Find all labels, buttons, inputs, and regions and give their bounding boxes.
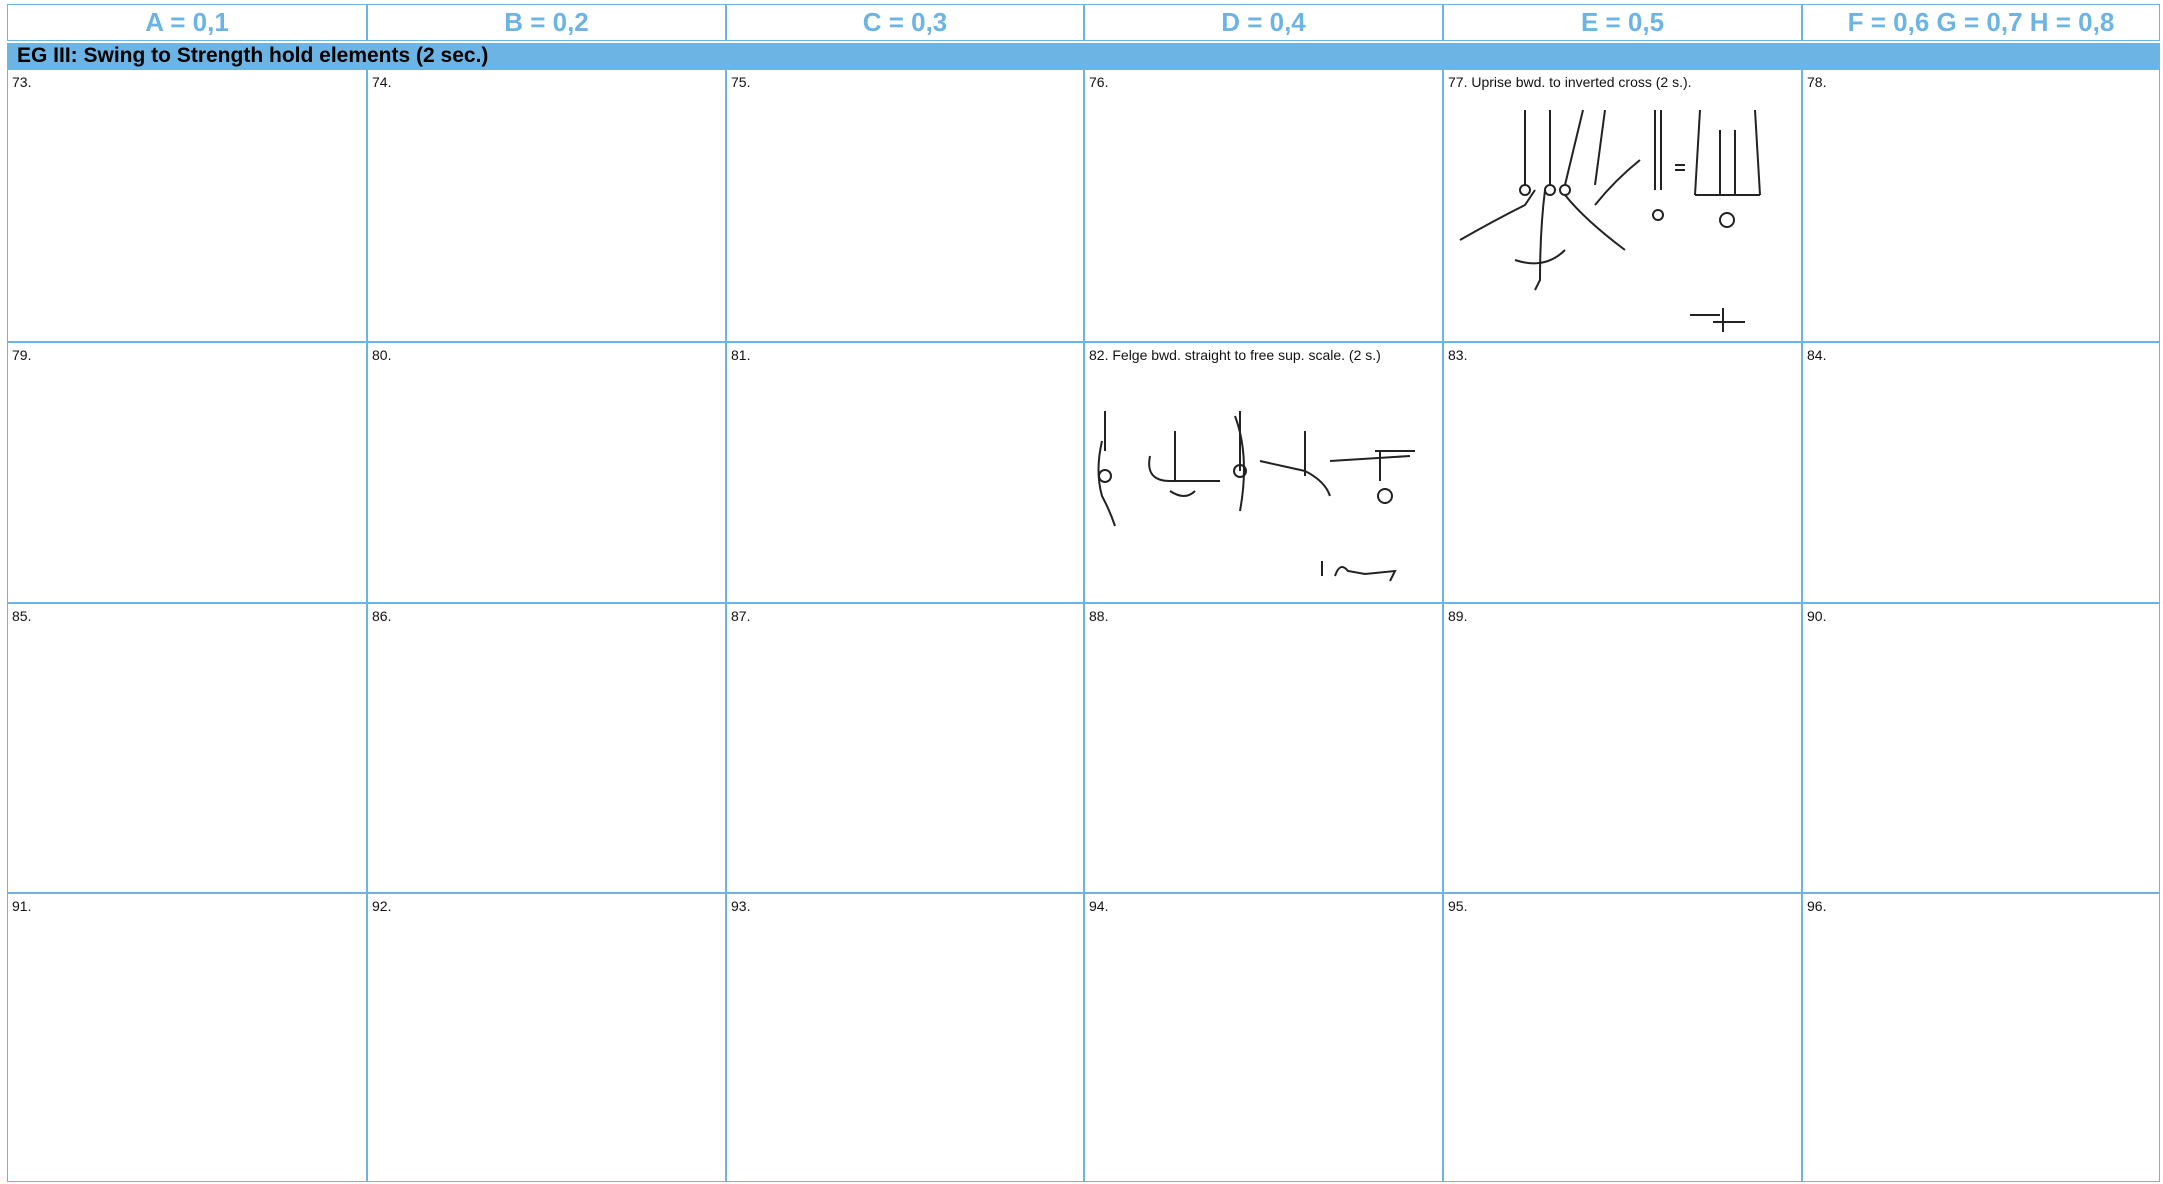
element-cell: 86.: [367, 603, 726, 893]
column-header: E = 0,5: [1443, 4, 1802, 41]
element-cell: 93.: [726, 893, 1084, 1182]
element-cell: 85.: [7, 603, 367, 893]
column-header: D = 0,4: [1084, 4, 1443, 41]
element-cell: 92.: [367, 893, 726, 1182]
element-cell: 75.: [726, 69, 1084, 342]
column-header: A = 0,1: [7, 4, 367, 41]
element-cell: 95.: [1443, 893, 1802, 1182]
element-cell: 94.: [1084, 893, 1443, 1182]
section-title: EG III: Swing to Strength hold elements …: [7, 43, 2160, 69]
element-cell: 96.: [1802, 893, 2160, 1182]
column-header: B = 0,2: [367, 4, 726, 41]
element-cell: 84.: [1802, 342, 2160, 603]
drawing-felge: [1097, 411, 1415, 582]
element-cell: 78.: [1802, 69, 2160, 342]
element-cell: 83.: [1443, 342, 1802, 603]
element-cell: 73.: [7, 69, 367, 342]
drawing-uprise: [1459, 110, 1761, 332]
element-cell: 76.: [1084, 69, 1443, 342]
column-header: C = 0,3: [726, 4, 1084, 41]
element-cell: 77. Uprise bwd. to inverted cross (2 s.)…: [1443, 69, 1802, 342]
element-cell: 74.: [367, 69, 726, 342]
column-header: F = 0,6 G = 0,7 H = 0,8: [1802, 4, 2160, 41]
element-cell: 87.: [726, 603, 1084, 893]
element-cell: 90.: [1802, 603, 2160, 893]
element-cell: 81.: [726, 342, 1084, 603]
element-cell: 91.: [7, 893, 367, 1182]
element-cell: 79.: [7, 342, 367, 603]
element-cell: 89.: [1443, 603, 1802, 893]
element-cell: 82. Felge bwd. straight to free sup. sca…: [1084, 342, 1443, 603]
element-cell: 88.: [1084, 603, 1443, 893]
element-cell: 80.: [367, 342, 726, 603]
